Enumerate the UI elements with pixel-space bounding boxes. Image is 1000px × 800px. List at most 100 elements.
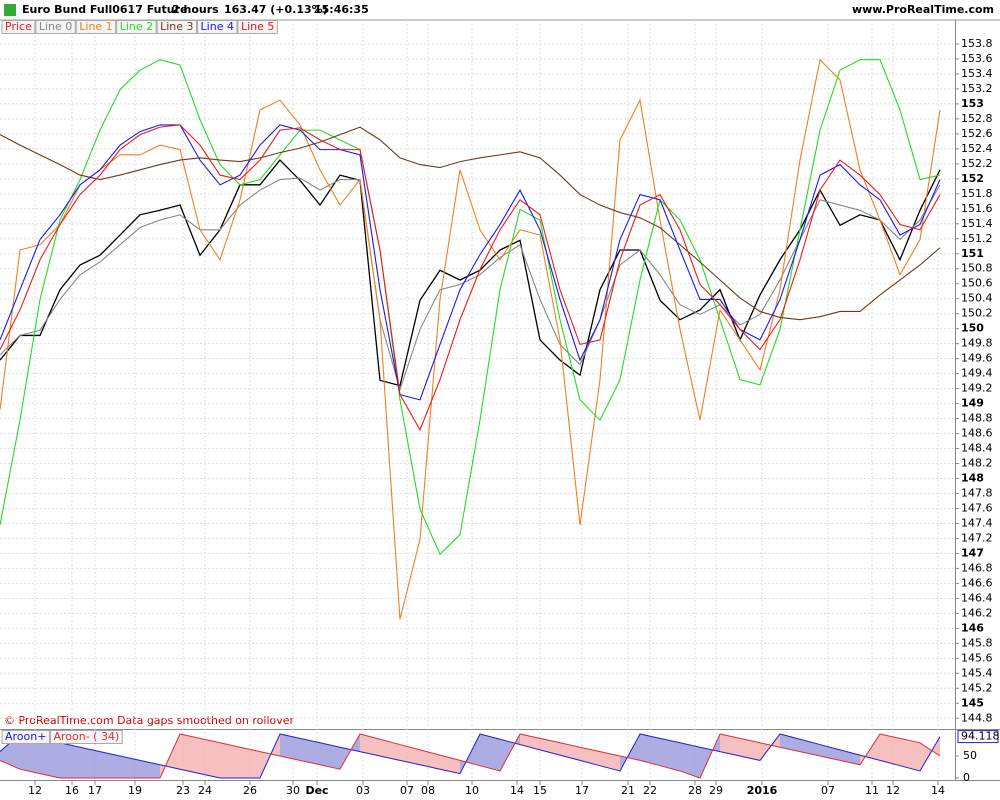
aroon-fill: [320, 742, 340, 770]
aroon-fill: [900, 738, 920, 771]
value-label: 94.118: [961, 730, 1000, 743]
y-tick-label: 148.2: [961, 457, 993, 470]
y-tick-label: 146.6: [961, 576, 993, 589]
aroon-fill: [240, 747, 260, 778]
y-tick-label: 150.6: [961, 277, 993, 290]
note: © ProRealTime.com Data gaps smoothed on …: [4, 714, 295, 727]
x-tick-label: 17: [575, 784, 589, 797]
y-tick-label: 148.4: [961, 442, 993, 455]
legend-box: [35, 20, 76, 34]
series-line: [0, 124, 941, 401]
y-tick-label: 145.4: [961, 666, 993, 679]
x-tick-label: 19: [128, 784, 142, 797]
value-label-box: [957, 730, 999, 744]
y-tick-label: 150: [961, 322, 984, 335]
legend-label: Line 5: [241, 20, 274, 33]
aroon-line: [0, 733, 941, 779]
y-tick-label: 153.8: [961, 37, 993, 50]
y-tick-label: 151: [961, 247, 984, 260]
site: www.ProRealTime.com: [852, 3, 994, 16]
aroon-fill: [360, 734, 380, 756]
y-tick-label: 145.2: [961, 681, 993, 694]
aroon-line: [0, 733, 941, 779]
quote: 163.47 (+0.13%): [224, 3, 328, 16]
aroon-fill: [740, 738, 760, 761]
y-tick-label: 146.8: [961, 561, 993, 574]
y-tick-label: 153.6: [961, 52, 993, 65]
y-tick-label: 153.2: [961, 82, 993, 95]
aroon-fill: [620, 734, 640, 771]
aroon-fill: [100, 751, 120, 778]
aroon-fill: [660, 738, 680, 771]
x-tick-label: 08: [421, 784, 435, 797]
aroon-fill: [420, 749, 440, 770]
period: 2 hours: [172, 3, 219, 16]
aroon-fill: [180, 734, 200, 774]
header-bar: [0, 0, 1000, 20]
y-tick-label: 147.4: [961, 516, 993, 529]
y-tick-label: 149.8: [961, 337, 993, 350]
aroon-fill: [200, 738, 220, 778]
legend-box: [1, 20, 36, 34]
aroon-fill: [80, 747, 100, 778]
y-tick-label: 152: [961, 172, 984, 185]
y-tick-label: 150.4: [961, 292, 993, 305]
legend-box: [156, 20, 198, 34]
x-tick-label: 28: [688, 784, 702, 797]
y-tick-label: 151.6: [961, 202, 993, 215]
x-tick-label: 14: [931, 784, 945, 797]
y-tick-label: 146.2: [961, 606, 993, 619]
legend-label: Line 2: [120, 20, 153, 33]
y-tick-label: 146.4: [961, 591, 993, 604]
y-tick-label: 152.2: [961, 157, 993, 170]
y-tick-label: 151.4: [961, 217, 993, 230]
aroon-fill: [580, 747, 600, 766]
aroon-fill: [140, 760, 160, 778]
aroon-fill: [720, 734, 740, 756]
series-line: [0, 177, 941, 392]
aroon-fill: [40, 738, 60, 778]
x-tick-label: 21: [621, 784, 635, 797]
legend-label: Line 1: [79, 20, 112, 33]
x-tick-label: 12: [886, 784, 900, 797]
series-line: [0, 58, 941, 620]
aroon-fill: [300, 738, 320, 765]
y-tick-label: 151.8: [961, 187, 993, 200]
time: 15:46:35: [314, 3, 369, 16]
series-line: [0, 124, 941, 432]
x-tick-label: 23: [176, 784, 190, 797]
y-tick-label: 150.2: [961, 307, 993, 320]
instrument: Euro Bund Full0617 Future: [22, 3, 187, 16]
legend-box: [116, 20, 157, 34]
y-tick-label: 152.4: [961, 142, 993, 155]
x-tick-label: 07: [400, 784, 414, 797]
x-tick-label: 10: [465, 784, 479, 797]
legend-label: Price: [5, 20, 32, 33]
y-tick-label: 152.8: [961, 112, 993, 125]
aroon-fill: [380, 739, 400, 761]
y-tick-label: 149: [961, 397, 984, 410]
x-tick-label: Dec: [305, 784, 328, 797]
y-tick-label: 146: [961, 621, 984, 634]
aroon-fill: [880, 734, 900, 766]
series-line: [0, 159, 941, 387]
x-tick-label: 2016: [747, 784, 778, 797]
y-tick-label: 149.2: [961, 382, 993, 395]
y-tick-label: 149.4: [961, 367, 993, 380]
aroon-fill: [640, 734, 660, 766]
legend-box: [75, 20, 117, 34]
y-tick-label: 152.6: [961, 127, 993, 140]
legend-label: Aroon+: [5, 730, 46, 743]
x-tick-label: 17: [88, 784, 102, 797]
logo: [4, 4, 16, 16]
y-tick-label: 153: [961, 97, 984, 110]
y-tick-label: 145.8: [961, 636, 993, 649]
series-line: [0, 126, 941, 321]
legend-box: [49, 730, 123, 744]
x-tick-label: 03: [356, 784, 370, 797]
y-tick-label: 50: [963, 749, 977, 762]
y-tick-label: 144.8: [961, 711, 993, 724]
aroon-fill: [120, 756, 140, 778]
y-tick-label: 147.6: [961, 501, 993, 514]
